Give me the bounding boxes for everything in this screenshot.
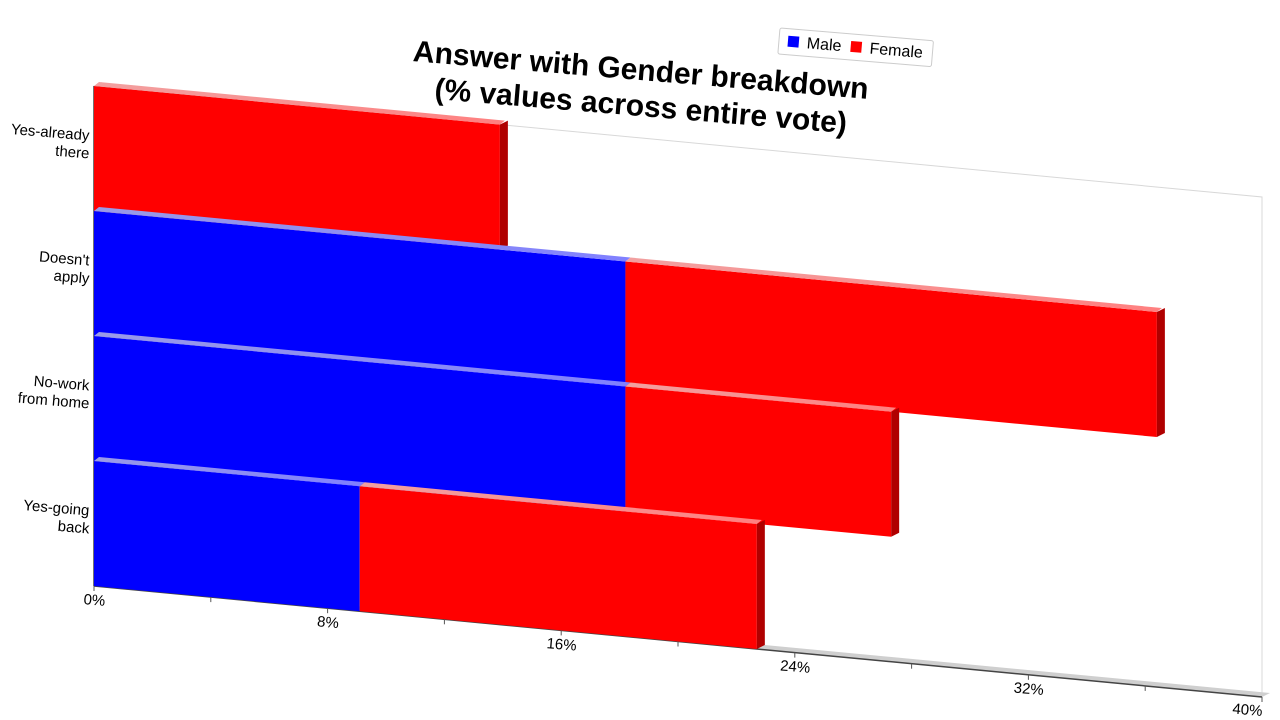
bar-top-male-1	[94, 207, 631, 262]
category-label-2-line-1: from home	[17, 390, 90, 413]
legend-swatch-male	[787, 35, 800, 48]
category-label-0-line-1: there	[55, 143, 90, 163]
bar-top-female-3	[359, 482, 762, 524]
bar-male-2	[94, 336, 626, 512]
category-label-0-line-0: Yes-already	[10, 121, 90, 144]
category-label-2-line-0: No-work	[33, 373, 91, 395]
x-axis-ticks: 0% 8% 16% 24% 32% 40%	[83, 586, 1263, 720]
legend-label-male: Male	[806, 35, 842, 55]
category-label-1-line-0: Doesn't	[38, 248, 90, 269]
bar-top-male-2	[94, 332, 631, 387]
x-tick-label-3: 24%	[780, 657, 811, 676]
bar-male-1	[94, 211, 626, 387]
bar-female-1	[625, 261, 1157, 438]
bar-side-0	[499, 120, 508, 250]
bar-top-male-3	[94, 457, 365, 487]
category-label-3-line-0: Yes-going	[23, 497, 90, 519]
category-label-3-line-1: back	[57, 518, 90, 538]
bar-female-2	[625, 386, 892, 537]
legend: Male Female	[777, 27, 934, 68]
x-tick-label-0: 0%	[83, 591, 106, 610]
x-tick-label-2: 16%	[546, 635, 577, 654]
x-tick-label-4: 32%	[1013, 680, 1044, 699]
bar-male-3	[94, 461, 360, 612]
bar-side-2	[891, 407, 900, 537]
legend-swatch-female	[850, 40, 863, 53]
bar-female-3	[359, 486, 757, 649]
bar-female-0	[94, 86, 500, 250]
bars-group	[94, 82, 1165, 649]
bar-top-female-1	[625, 257, 1162, 313]
category-label-1-line-1: apply	[53, 268, 91, 288]
x-tick-label-1: 8%	[316, 613, 339, 632]
bar-top-female-2	[625, 382, 897, 412]
bar-side-3	[756, 519, 765, 649]
x-tick-label-5: 40%	[1232, 701, 1263, 720]
bar-side-1	[1156, 308, 1165, 438]
legend-label-female: Female	[869, 41, 924, 62]
bar-top-female-0	[94, 82, 505, 125]
